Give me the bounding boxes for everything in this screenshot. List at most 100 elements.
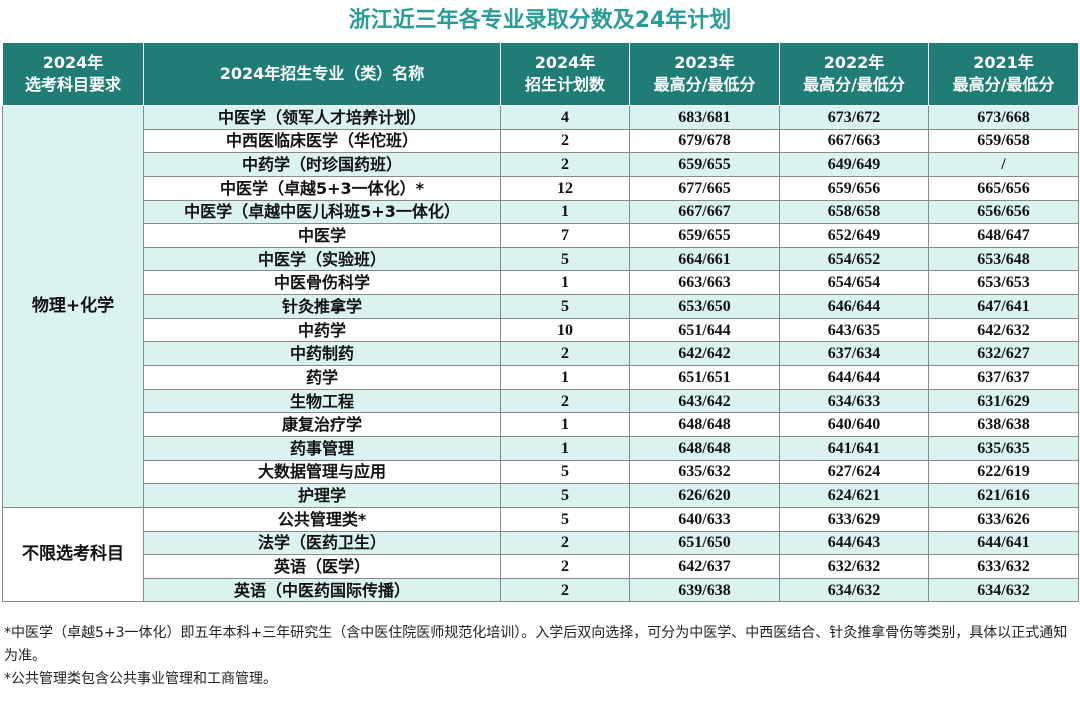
score-2021-cell: 638/638 xyxy=(928,412,1079,437)
footnote-public-management: *公共管理类包含公共事业管理和工商管理。 xyxy=(4,671,277,687)
major-name-cell: 药事管理 xyxy=(143,435,501,461)
score-2021-cell: 659/658 xyxy=(928,128,1079,154)
score-2021-cell: 673/668 xyxy=(928,105,1079,130)
table-row: 中药学（时珍国药班） 2 659/655 649/649/ xyxy=(3,152,1079,177)
footnotes: *中医学（卓越5+3一体化）即五年本科+三年研究生（含中医住院医师规范化培训）。… xyxy=(4,622,1074,691)
score-2022-cell: 624/621 xyxy=(779,483,929,508)
major-name-cell: 药学 xyxy=(143,365,501,390)
table-row: 中医学 7 659/655 652/649 648/647 xyxy=(3,223,1079,248)
subject-requirement-cell: 不限选考科目 xyxy=(2,506,144,603)
major-name-cell: 中医学 xyxy=(143,223,501,248)
plan-count-cell: 2 xyxy=(500,152,630,177)
page-title: 浙江近三年各专业录取分数及24年计划 xyxy=(348,8,732,33)
table-row: 药学 1 651/651 644/644 637/637 xyxy=(3,365,1079,390)
major-name-cell: 中医学（实验班） xyxy=(143,246,501,272)
plan-count-cell: 5 xyxy=(500,246,630,272)
major-name-cell: 生物工程 xyxy=(143,388,501,414)
plan-count-cell: 12 xyxy=(500,175,630,201)
plan-count-cell: 2 xyxy=(500,530,630,556)
score-2021-cell: 648/647 xyxy=(928,223,1079,248)
plan-count-cell: 2 xyxy=(500,341,630,367)
plan-count-cell: 1 xyxy=(500,412,630,437)
major-name-cell: 中医学（卓越中医儿科班5+3一体化） xyxy=(143,199,501,225)
table-row: 生物工程 2 643/642 634/633 631/629 xyxy=(3,388,1079,414)
major-name-cell: 护理学 xyxy=(143,483,501,508)
score-2022-cell: 659/656 xyxy=(779,175,929,201)
score-2022-cell: 637/634 xyxy=(779,341,929,367)
plan-count-cell: 5 xyxy=(500,506,630,532)
table-row: 中药制药 2 642/642 637/634 632/627 xyxy=(3,341,1079,367)
major-name-cell: 中西医临床医学（华佗班） xyxy=(143,128,501,154)
score-2022-cell: 643/635 xyxy=(779,317,929,343)
major-name-cell: 英语（医学） xyxy=(143,554,501,579)
score-2023-cell: 643/642 xyxy=(629,388,780,414)
score-2023-cell: 667/667 xyxy=(629,199,780,225)
score-2021-cell: 621/616 xyxy=(928,483,1079,508)
score-2022-cell: 633/629 xyxy=(779,506,929,532)
score-2021-cell: 644/641 xyxy=(928,530,1079,556)
score-2022-cell: 652/649 xyxy=(779,223,929,248)
score-2021-cell: 632/627 xyxy=(928,341,1079,367)
table-row: 中西医临床医学（华佗班） 2 679/678 667/663 659/658 xyxy=(3,128,1079,154)
score-2023-cell: 683/681 xyxy=(629,105,780,130)
plan-count-cell: 4 xyxy=(500,105,630,130)
table-row: 中医学（实验班） 5 664/661 654/652 653/648 xyxy=(3,246,1079,272)
score-2023-cell: 642/642 xyxy=(629,341,780,367)
score-2021-cell: 635/635 xyxy=(928,435,1079,461)
table-row: 康复治疗学 1 648/648 640/640 638/638 xyxy=(3,412,1079,437)
score-2023-cell: 639/638 xyxy=(629,577,780,603)
header-2023-scores: 2023年 最高分/最低分 xyxy=(629,42,780,106)
major-name-cell: 中药学（时珍国药班） xyxy=(143,152,501,177)
score-2022-cell: 632/632 xyxy=(779,554,929,579)
score-2022-cell: 649/649 xyxy=(779,152,929,177)
score-2021-cell: 637/637 xyxy=(928,365,1079,390)
plan-count-cell: 5 xyxy=(500,483,630,508)
score-2021-cell: 665/656 xyxy=(928,175,1079,201)
score-2022-cell: 654/652 xyxy=(779,246,929,272)
admission-score-table: 2024年 选考科目要求 2024年招生专业（类）名称 2024年 招生计划数 … xyxy=(2,42,1079,603)
score-2023-cell: 651/650 xyxy=(629,530,780,556)
score-2023-cell: 663/663 xyxy=(629,270,780,296)
score-2021-cell: / xyxy=(928,152,1079,177)
major-name-cell: 中药学 xyxy=(143,317,501,343)
major-name-cell: 中医学（领军人才培养计划） xyxy=(143,105,501,130)
score-2023-cell: 648/648 xyxy=(629,435,780,461)
table-row: 物理+化学 中医学（领军人才培养计划） 4 683/681 673/672 673/668 xyxy=(2,105,1079,508)
table-row: 法学（医药卫生） 2 651/650 644/643 644/641 xyxy=(3,530,1079,556)
major-name-cell: 公共管理类* xyxy=(143,506,501,532)
score-2021-cell: 622/619 xyxy=(928,459,1079,485)
major-name-cell: 针灸推拿学 xyxy=(143,294,501,319)
major-name-cell: 中药制药 xyxy=(143,341,501,367)
score-2021-cell: 631/629 xyxy=(928,388,1079,414)
major-name-cell: 中医学（卓越5+3一体化）* xyxy=(143,175,501,201)
score-2023-cell: 626/620 xyxy=(629,483,780,508)
score-2023-cell: 651/651 xyxy=(629,365,780,390)
table-row: 中医学（卓越中医儿科班5+3一体化） 1 667/667 658/658 656/656 xyxy=(3,199,1079,225)
header-row: 2024年 选考科目要求 2024年招生专业（类）名称 2024年 招生计划数 … xyxy=(2,42,1079,106)
plan-count-cell: 1 xyxy=(500,365,630,390)
score-2023-cell: 651/644 xyxy=(629,317,780,343)
major-name-cell: 康复治疗学 xyxy=(143,412,501,437)
table-row: 英语（中医药国际传播） 2 639/638 634/632 634/632 xyxy=(3,577,1079,603)
score-2022-cell: 644/643 xyxy=(779,530,929,556)
score-2021-cell: 653/653 xyxy=(928,270,1079,296)
score-2023-cell: 679/678 xyxy=(629,128,780,154)
score-2021-cell: 653/648 xyxy=(928,246,1079,272)
header-plan-count: 2024年 招生计划数 xyxy=(500,42,630,106)
plan-count-cell: 10 xyxy=(500,317,630,343)
score-2023-cell: 642/637 xyxy=(629,554,780,579)
score-2022-cell: 658/658 xyxy=(779,199,929,225)
header-2021-scores: 2021年 最高分/最低分 xyxy=(928,42,1079,106)
plan-count-cell: 2 xyxy=(500,388,630,414)
score-2021-cell: 647/641 xyxy=(928,294,1079,319)
score-2022-cell: 644/644 xyxy=(779,365,929,390)
plan-count-cell: 2 xyxy=(500,128,630,154)
score-2023-cell: 664/661 xyxy=(629,246,780,272)
score-2023-cell: 640/633 xyxy=(629,506,780,532)
score-2021-cell: 634/632 xyxy=(928,577,1079,603)
header-subject-requirement: 2024年 选考科目要求 xyxy=(2,42,144,106)
table-row: 护理学 5 626/620 624/621 621/616 xyxy=(3,483,1079,508)
table-row: 药事管理 1 648/648 641/641 635/635 xyxy=(3,435,1079,461)
plan-count-cell: 1 xyxy=(500,270,630,296)
score-2021-cell: 656/656 xyxy=(928,199,1079,225)
